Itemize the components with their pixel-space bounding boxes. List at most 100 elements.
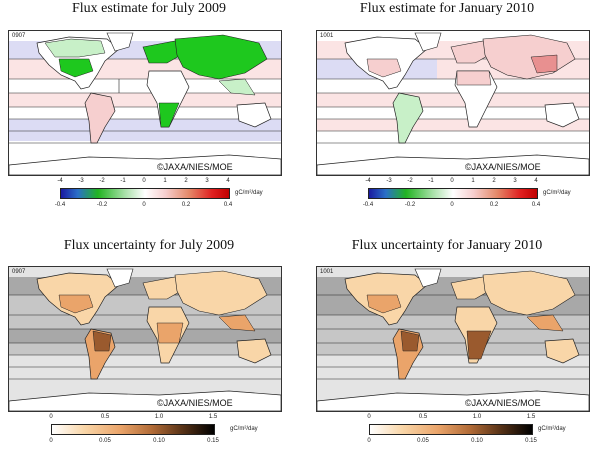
copyright-text: ©JAXA/NIES/MOE xyxy=(157,398,233,408)
map-flux-uncertainty-jul-2009: 0907 ©JAXA/NIES/MOE xyxy=(8,266,282,412)
continent-antarctica xyxy=(9,390,281,411)
region-temperate-north-america xyxy=(366,58,402,78)
colorbar-top-tick: -3 xyxy=(78,178,84,184)
continent-antarctica xyxy=(9,154,281,175)
continent-asia xyxy=(482,270,576,316)
colorbar-gradient xyxy=(60,188,230,199)
panel-title: Flux uncertainty for July 2009 xyxy=(63,238,235,253)
month-code: 0907 xyxy=(12,269,26,275)
ocean-region xyxy=(9,343,281,355)
world-map xyxy=(317,267,589,411)
colorbar-flux: -4 -3 -2 -1 0 1 2 3 4 gC/m²/day -0.4 -0.… xyxy=(363,178,573,218)
region-amazon xyxy=(400,330,420,352)
colorbar-bottom-tick: 0.2 xyxy=(489,202,499,208)
colorbar-unit: gC/m²/day xyxy=(538,426,566,432)
copyright-text: ©JAXA/NIES/MOE xyxy=(157,162,233,172)
map-flux-estimate-jul-2009: 0907 ©JAXA/NIES/MOE xyxy=(8,30,282,176)
continent-antarctica xyxy=(317,390,589,411)
colorbar-gradient xyxy=(51,424,215,435)
region-central-africa xyxy=(156,322,184,344)
colorbar-top-tick: 0 xyxy=(142,178,146,184)
panel-title: Flux estimate for July 2009 xyxy=(72,1,226,16)
colorbar-gradient xyxy=(368,188,538,199)
region-temperate-north-america xyxy=(58,294,94,314)
ocean-region xyxy=(317,119,589,131)
ocean-region xyxy=(317,343,589,355)
colorbar-top-tick: -2 xyxy=(99,178,105,184)
colorbar-bottom-tick: 0 xyxy=(142,202,146,208)
colorbar-bottom-tick: 0.10 xyxy=(153,438,165,444)
colorbar-top-tick: -1 xyxy=(428,178,434,184)
region-tropical-asia xyxy=(218,314,256,332)
panel-title: Flux uncertainty for January 2010 xyxy=(351,238,543,253)
colorbar-uncertainty: 0 0.5 1.0 1.5 gC/m²/day 0 0.05 0.10 0.15 xyxy=(366,414,592,454)
colorbar-top-tick: 1.0 xyxy=(472,414,482,420)
panel-flux-uncertainty-jan-2010: Flux uncertainty for January 2010 xyxy=(298,232,596,455)
colorbar-flux: -4 -3 -2 -1 0 1 2 3 4 gC/m²/day -0.4 -0.… xyxy=(55,178,265,218)
continent-antarctica xyxy=(317,154,589,175)
ocean-region xyxy=(317,93,589,107)
colorbar-bottom-tick: -0.2 xyxy=(96,202,108,208)
world-map xyxy=(9,267,281,411)
colorbar-top-tick: 3 xyxy=(513,178,517,184)
month-code: 1001 xyxy=(320,269,334,275)
ocean-region xyxy=(9,93,281,107)
colorbar-bottom-tick: -0.4 xyxy=(362,202,374,208)
region-amazon xyxy=(92,330,112,352)
panel-flux-uncertainty-jul-2009: Flux uncertainty for July 2009 xyxy=(0,232,298,455)
panel-flux-estimate-jan-2010: Flux estimate for January 2010 xyxy=(298,0,596,228)
colorbar-top-tick: -4 xyxy=(57,178,63,184)
colorbar-unit: gC/m²/day xyxy=(543,190,571,196)
continent-greenland xyxy=(106,32,134,52)
region-temperate-north-america xyxy=(58,58,94,78)
panel-title: Flux estimate for January 2010 xyxy=(359,1,535,16)
colorbar-bottom-tick: 0 xyxy=(49,438,53,444)
colorbar-bottom-tick: -0.4 xyxy=(54,202,66,208)
world-map xyxy=(317,31,589,175)
continent-europe xyxy=(450,276,490,300)
region-temperate-north-america xyxy=(366,294,402,314)
colorbar-top-tick: 0 xyxy=(49,414,53,420)
map-flux-uncertainty-jan-2010: 1001 ©JAXA/NIES/MOE xyxy=(316,266,590,412)
colorbar-bottom-tick: 0.15 xyxy=(207,438,219,444)
region-tropical-asia xyxy=(526,314,564,332)
colorbar-bottom-tick: 0.10 xyxy=(471,438,483,444)
colorbar-unit: gC/m²/day xyxy=(230,426,258,432)
continent-europe xyxy=(142,276,182,300)
colorbar-bottom-tick: 0.2 xyxy=(181,202,191,208)
colorbar-top-tick: 4 xyxy=(226,178,230,184)
ocean-region xyxy=(317,329,589,343)
continent-australia xyxy=(236,338,272,364)
colorbar-bottom-tick: 0.15 xyxy=(525,438,537,444)
ocean-region xyxy=(9,329,281,343)
colorbar-top-tick: 1.5 xyxy=(208,414,218,420)
colorbar-top-tick: -4 xyxy=(365,178,371,184)
colorbar-top-tick: 0.5 xyxy=(100,414,110,420)
continent-europe xyxy=(450,40,490,64)
continent-greenland xyxy=(414,32,442,52)
month-code: 0907 xyxy=(12,33,26,39)
colorbar-top-tick: 2 xyxy=(492,178,496,184)
ocean-region xyxy=(9,119,281,131)
colorbar-gradient xyxy=(369,424,533,435)
continent-australia xyxy=(544,102,580,128)
colorbar-top-tick: 0 xyxy=(367,414,371,420)
colorbar-top-tick: 1.0 xyxy=(154,414,164,420)
continent-australia xyxy=(544,338,580,364)
colorbar-bottom-tick: 0.05 xyxy=(99,438,111,444)
continent-australia xyxy=(236,102,272,128)
region-boreal-north-america xyxy=(44,38,106,58)
colorbar-top-tick: -1 xyxy=(120,178,126,184)
region-tropical-asia xyxy=(218,78,256,96)
colorbar-top-tick: 0 xyxy=(450,178,454,184)
panel-flux-estimate-jul-2009: Flux estimate for July 2009 xyxy=(0,0,298,228)
month-code: 1001 xyxy=(320,33,334,39)
colorbar-top-tick: 1 xyxy=(163,178,167,184)
colorbar-top-tick: 0.5 xyxy=(418,414,428,420)
colorbar-uncertainty: 0 0.5 1.0 1.5 gC/m²/day 0 0.05 0.10 0.15 xyxy=(48,414,288,454)
colorbar-unit: gC/m²/day xyxy=(235,190,263,196)
region-southern-africa xyxy=(466,330,492,360)
colorbar-top-tick: 4 xyxy=(534,178,538,184)
region-north-africa xyxy=(456,70,492,86)
copyright-text: ©JAXA/NIES/MOE xyxy=(465,398,541,408)
